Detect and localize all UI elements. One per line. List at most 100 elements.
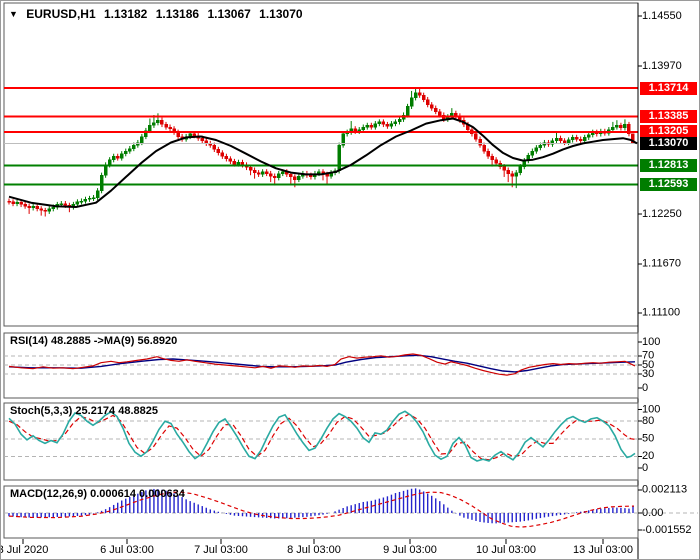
candle-down <box>19 202 23 205</box>
candle-up <box>582 137 587 142</box>
candle-down <box>578 138 583 142</box>
candle-down <box>558 137 563 142</box>
candle-down <box>11 201 15 204</box>
candle-up <box>281 171 285 174</box>
stoch-axis-label: 0 <box>642 462 648 474</box>
candle-up <box>297 175 301 180</box>
candle-down <box>200 137 204 142</box>
candle-up <box>518 166 523 173</box>
candle-up <box>144 130 148 137</box>
candle-down <box>417 92 422 96</box>
candle-down <box>264 171 269 174</box>
candle-up <box>393 121 398 124</box>
candle-up <box>409 97 414 107</box>
candle-up <box>51 206 56 210</box>
candle-up <box>530 150 535 156</box>
rsi-axis-label: 30 <box>642 368 654 380</box>
candle-down <box>23 204 27 207</box>
candle-up <box>538 144 543 148</box>
candle-down <box>494 159 498 164</box>
symbol-label: EURUSD,H1 <box>26 7 96 21</box>
candle-down <box>220 152 225 157</box>
price-axis-label: 1.13970 <box>642 60 682 72</box>
stochastic-indicator-label: Stoch(5,3,3) 25.2174 48.8825 <box>10 405 158 417</box>
candle-up <box>128 148 132 152</box>
candle-up <box>373 123 378 128</box>
candle-up <box>365 125 370 128</box>
candle-down <box>627 124 631 135</box>
candle-down <box>478 138 482 146</box>
candle-up <box>87 198 92 200</box>
rsi-axis-label: 100 <box>642 336 660 348</box>
candle-up <box>377 121 382 124</box>
candle-down <box>27 205 31 209</box>
candle-down <box>228 158 233 162</box>
candle-down <box>7 200 11 203</box>
candle-up <box>413 92 418 99</box>
candle-up <box>534 147 539 152</box>
quote-open: 1.13182 <box>103 7 148 21</box>
price-axis-label: 1.12250 <box>642 208 682 220</box>
candle-up <box>337 144 341 172</box>
candle-up <box>140 136 144 143</box>
candle-down <box>293 176 297 180</box>
candle-up <box>123 150 128 154</box>
candle-up <box>514 172 519 177</box>
candle-down <box>164 124 168 128</box>
support-price-badge: 1.12813 <box>640 159 697 172</box>
candle-down <box>486 150 490 157</box>
candle-up <box>586 134 591 138</box>
candle-down <box>252 169 257 173</box>
rsi-line <box>8 353 636 376</box>
candle-down <box>160 119 164 125</box>
candle-down <box>216 149 221 154</box>
symbol-dropdown-icon[interactable]: ▼ <box>9 9 18 19</box>
candle-down <box>429 104 434 109</box>
time-axis-label: 7 Jul 03:00 <box>194 544 248 556</box>
candle-down <box>425 99 430 105</box>
macd-indicator-label: MACD(12,26,9) 0.000614 0.000634 <box>10 488 185 500</box>
macd-axis-label: 0.00 <box>642 507 663 519</box>
candle-up <box>615 125 619 128</box>
candle-down <box>35 205 39 210</box>
candle-down <box>224 156 229 160</box>
time-axis-label: 9 Jul 03:00 <box>383 544 437 556</box>
current-price-badge: 1.13070 <box>640 136 697 150</box>
rsi-indicator-label: RSI(14) 48.2885 ->MA(9) 56.8920 <box>10 335 178 347</box>
macd-panel-border <box>3 485 639 539</box>
rsi-axis-label: 70 <box>642 350 654 362</box>
price-axis-label: 1.14550 <box>642 10 682 22</box>
candle-up <box>550 140 555 145</box>
main-panel-border <box>3 2 639 327</box>
candle-up <box>554 137 559 142</box>
time-axis-label: 3 Jul 2020 <box>0 544 49 556</box>
stoch-axis-label: 80 <box>642 415 654 427</box>
quote-high: 1.13186 <box>155 7 200 21</box>
candle-up <box>47 208 52 212</box>
candle-down <box>268 173 273 177</box>
candle-up <box>111 156 116 160</box>
candle-up <box>15 202 19 204</box>
candle-up <box>31 205 35 209</box>
candle-up <box>566 139 571 143</box>
candle-down <box>510 173 514 177</box>
macd-axis-label: 0.002113 <box>642 484 687 496</box>
candle-down <box>502 166 506 171</box>
candle-up <box>99 174 104 191</box>
candle-down <box>619 125 623 129</box>
candle-down <box>248 167 253 171</box>
time-axis-label: 13 Jul 03:00 <box>573 544 633 556</box>
chart-title: ▼ EURUSD,H1 1.13182 1.13186 1.13067 1.13… <box>9 7 308 21</box>
candle-down <box>115 156 120 159</box>
time-axis-label: 10 Jul 03:00 <box>476 544 536 556</box>
candle-down <box>506 169 510 174</box>
ma-line <box>8 117 638 208</box>
candle-down <box>168 126 172 130</box>
support-price-badge: 1.12593 <box>640 177 697 191</box>
stoch-k-line <box>8 410 636 462</box>
macd-signal-line <box>8 491 635 528</box>
stoch-axis-label: 50 <box>642 433 654 445</box>
candle-down <box>212 144 217 150</box>
candle-down <box>438 111 442 116</box>
